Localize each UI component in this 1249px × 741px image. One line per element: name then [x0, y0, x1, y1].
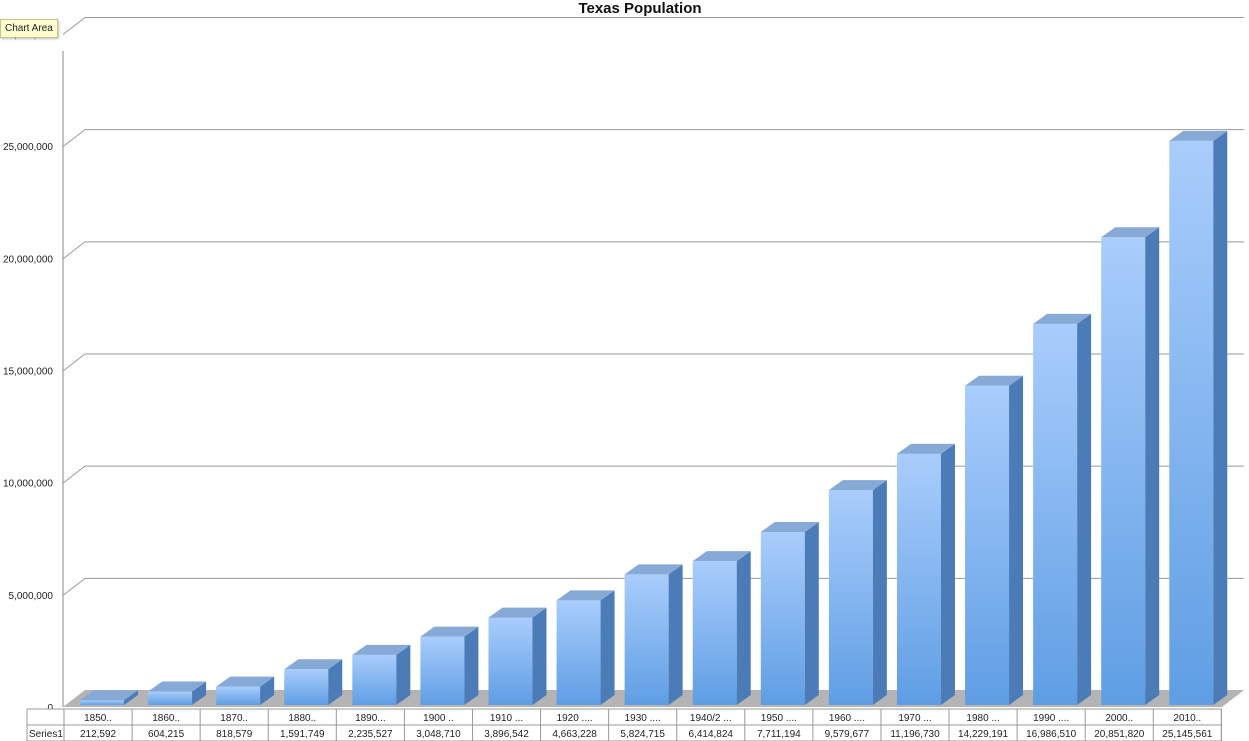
- data-table-value: 4,663,228: [552, 729, 597, 740]
- data-table-value: 9,579,677: [825, 729, 870, 740]
- chart-title: Texas Population: [578, 0, 702, 17]
- gridline: [62, 129, 1244, 148]
- bar-side: [600, 590, 615, 705]
- bar-top: [216, 676, 275, 687]
- gridline: [62, 17, 1244, 35]
- bar-front: [624, 574, 669, 705]
- bar-side: [1009, 375, 1024, 705]
- x-category-label: 1910 ...: [490, 713, 523, 724]
- bar-top: [80, 690, 138, 701]
- bar-front: [216, 686, 261, 705]
- bar-top: [624, 564, 683, 575]
- bar-front: [828, 490, 873, 705]
- bar-front: [420, 636, 465, 705]
- x-category-label: 1900 ..: [423, 713, 454, 724]
- data-table-value: 20,851,820: [1094, 729, 1144, 740]
- y-tick-label: 10,000,000: [3, 479, 53, 490]
- bar-front: [80, 700, 124, 705]
- data-table-value: 5,824,715: [620, 729, 665, 740]
- x-category-label: 1950 ....: [761, 713, 797, 724]
- y-tick-label: 25,000,000: [3, 142, 53, 153]
- bar-side: [124, 690, 138, 705]
- x-category-label: 1970 ...: [898, 713, 931, 724]
- bar-front: [148, 691, 193, 705]
- data-table-value: 7,711,194: [757, 729, 801, 740]
- bar-front: [692, 561, 737, 705]
- bar-top: [965, 375, 1024, 386]
- gridline: [62, 241, 1244, 260]
- data-table-value: 212,592: [80, 729, 117, 740]
- data-table-value: 3,048,710: [416, 729, 461, 740]
- bar-side: [396, 644, 411, 705]
- series-name-label: Series1: [29, 729, 63, 740]
- bar-front: [1169, 140, 1214, 705]
- bar-top: [1101, 227, 1160, 238]
- data-table-value: 1,591,749: [280, 729, 325, 740]
- gridline: [62, 353, 1244, 372]
- x-category-label: 1880..: [288, 713, 316, 724]
- data-table-value: 818,579: [216, 729, 253, 740]
- bar-top: [148, 681, 207, 692]
- bar-side: [328, 659, 343, 705]
- bar-front: [760, 532, 805, 705]
- y-tick-label: 15,000,000: [3, 367, 53, 378]
- x-category-label: 1960 ....: [829, 713, 865, 724]
- bar-side: [1213, 130, 1228, 705]
- x-category-label: 1920 ....: [557, 713, 593, 724]
- gridline: [62, 465, 1244, 484]
- bar-front: [488, 617, 533, 705]
- bar-top: [556, 590, 615, 601]
- bar-side: [736, 551, 751, 705]
- bar-front: [1033, 323, 1078, 705]
- bar-front: [965, 385, 1010, 705]
- bar-side: [940, 443, 955, 705]
- bar-side: [668, 564, 683, 705]
- bar-top: [760, 522, 819, 533]
- bar-front: [896, 453, 941, 705]
- x-category-label: 1990 ....: [1033, 713, 1069, 724]
- bar-side: [1145, 227, 1160, 705]
- data-table-value: 25,145,561: [1162, 729, 1212, 740]
- bar-front: [1101, 237, 1146, 705]
- x-category-label: 1890...: [355, 713, 386, 724]
- bar-side: [464, 626, 479, 705]
- x-category-label: 1940/2 ...: [690, 713, 732, 724]
- x-category-label: 2000..: [1105, 713, 1133, 724]
- bar-top: [352, 644, 411, 655]
- x-category-label: 1930 ....: [625, 713, 661, 724]
- bar-top: [1169, 130, 1228, 141]
- data-table-value: 11,196,730: [890, 729, 940, 740]
- bar-top: [692, 551, 751, 562]
- bar-front: [352, 654, 397, 705]
- bar-top: [828, 480, 887, 491]
- data-table-value: 604,215: [148, 729, 185, 740]
- y-tick-label: 5,000,000: [9, 591, 54, 602]
- bar-side: [260, 676, 275, 705]
- x-category-label: 1850..: [84, 713, 112, 724]
- data-table-value: 6,414,824: [689, 729, 734, 740]
- bar-front: [556, 600, 601, 705]
- bar-top: [488, 607, 547, 618]
- chart-area-tooltip: Chart Area: [0, 19, 58, 38]
- bar-side: [532, 607, 547, 705]
- data-table-value: 14,229,191: [958, 729, 1008, 740]
- bar-top: [896, 443, 955, 454]
- data-table-value: 16,986,510: [1026, 729, 1076, 740]
- x-category-label: 1980 ...: [966, 713, 999, 724]
- x-category-label: 1870..: [220, 713, 248, 724]
- data-table-value: 3,896,542: [484, 729, 529, 740]
- x-category-label: 2010..: [1173, 713, 1201, 724]
- bar-side: [192, 681, 207, 705]
- x-category-label: 1860..: [152, 713, 180, 724]
- y-tick-label: 20,000,000: [3, 254, 53, 265]
- bar-side: [872, 480, 887, 705]
- bar-top: [1033, 313, 1092, 324]
- bar-front: [284, 669, 329, 705]
- bar-side: [804, 522, 819, 705]
- bar-top: [284, 659, 343, 670]
- data-table-value: 2,235,527: [348, 729, 393, 740]
- bar-side: [1077, 313, 1092, 705]
- bar-top: [420, 626, 479, 637]
